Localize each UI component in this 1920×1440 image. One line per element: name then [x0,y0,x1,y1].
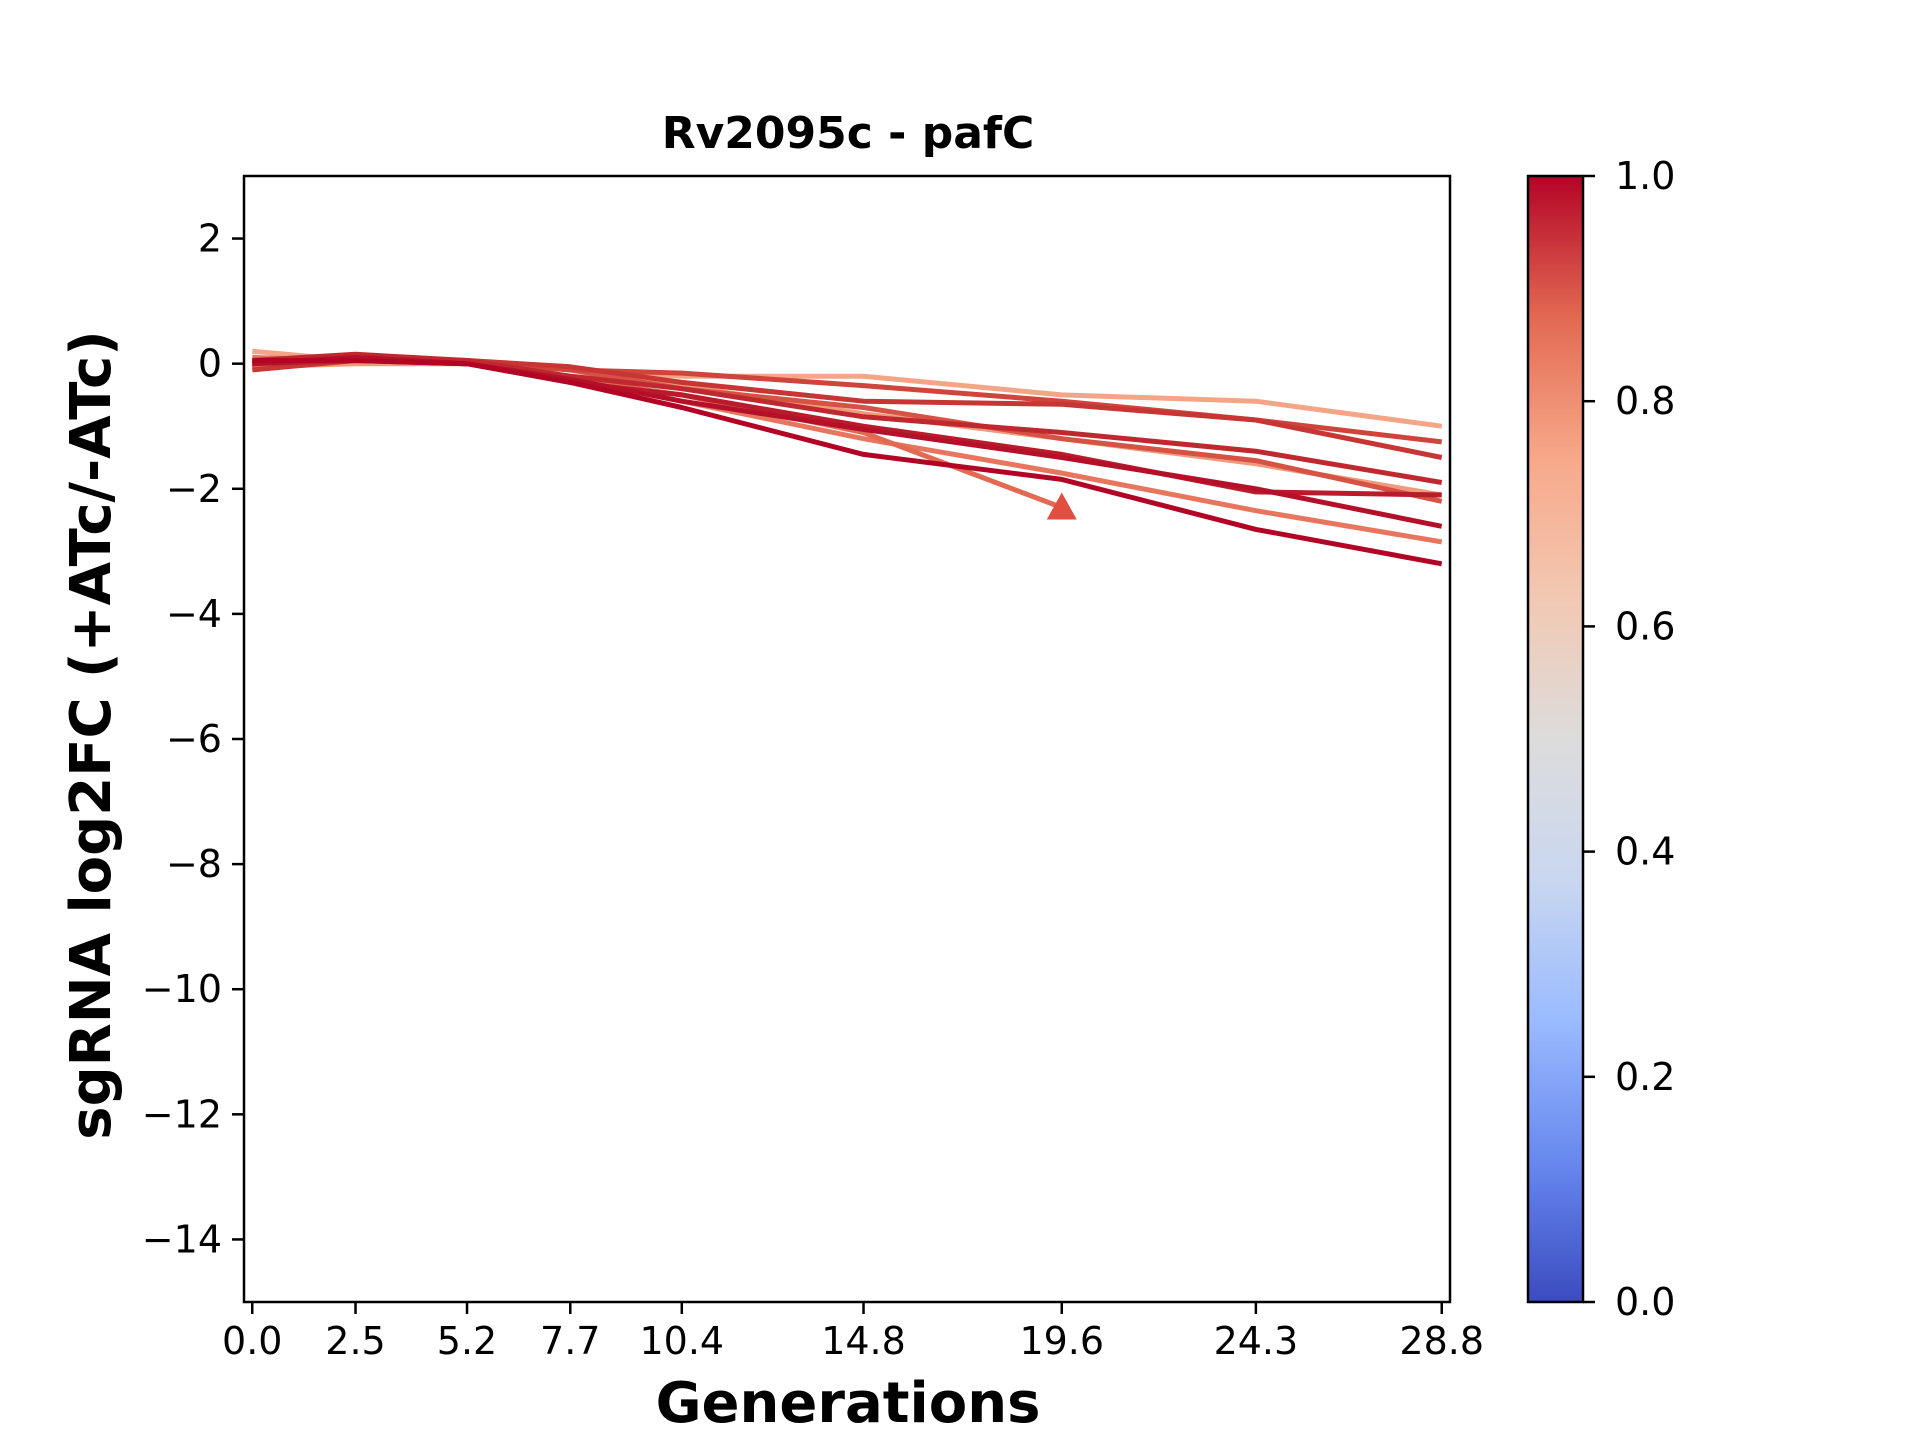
chart-title: Rv2095c - pafC [662,108,1035,159]
series-line [252,351,1443,485]
y-axis-ticks: 2 0 −2 −4 −6 −8 −10 −12 −14 [142,217,244,1261]
x-tick-label: 24.3 [1214,1319,1299,1363]
colorbar-gradient [1526,174,1585,1304]
y-tick-label: −10 [142,967,222,1011]
x-axis-title: Generations [656,1371,1041,1436]
y-tick-label: −6 [166,717,222,761]
colorbar: 0.0 0.2 0.4 0.6 0.8 1.0 [1526,154,1675,1324]
x-tick-label: 14.8 [821,1319,906,1363]
x-tick-label: 19.6 [1019,1319,1104,1363]
colorbar-ticks: 0.0 0.2 0.4 0.6 0.8 1.0 [1583,154,1675,1324]
colorbar-tick-label: 0.4 [1615,830,1675,874]
x-axis-ticks: 0.0 2.5 5.2 7.7 10.4 14.8 19.6 24.3 28.8 [222,1302,1484,1363]
x-tick-label: 28.8 [1399,1319,1484,1363]
marker-layer [1046,492,1077,520]
x-tick-label: 10.4 [639,1319,724,1363]
colorbar-tick-label: 0.0 [1615,1280,1675,1324]
y-tick-label: −14 [142,1217,222,1261]
x-tick-label: 0.0 [222,1319,282,1363]
x-tick-label: 5.2 [437,1319,497,1363]
y-tick-label: −12 [142,1092,222,1136]
plot-area: 0.0 2.5 5.2 7.7 10.4 14.8 19.6 24.3 28.8 2 0 −2 −4 −… [142,174,1484,1363]
colorbar-tick-label: 0.8 [1615,379,1675,423]
x-tick-label: 7.7 [540,1319,600,1363]
series-line [252,358,1443,567]
y-tick-label: −2 [166,467,222,511]
y-tick-label: −8 [166,842,222,886]
y-axis-title: sgRNA log2FC (+ATc/-ATc) [59,330,124,1140]
x-tick-label: 2.5 [325,1319,385,1363]
colorbar-tick-label: 0.6 [1615,604,1675,648]
y-tick-label: −4 [166,592,222,636]
series-layer [252,348,1443,567]
colorbar-tick-label: 1.0 [1615,154,1675,198]
y-tick-label: 0 [198,342,222,386]
y-tick-label: 2 [198,217,222,261]
colorbar-tick-label: 0.2 [1615,1055,1675,1099]
triangle-marker [1046,492,1077,520]
plot-frame [242,174,1452,1304]
